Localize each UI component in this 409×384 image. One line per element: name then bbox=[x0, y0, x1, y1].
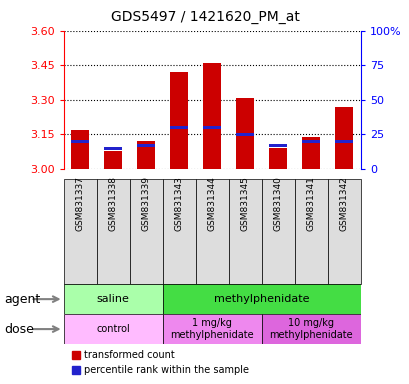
FancyBboxPatch shape bbox=[162, 314, 261, 344]
FancyBboxPatch shape bbox=[162, 284, 360, 314]
Text: GSM831343: GSM831343 bbox=[174, 177, 183, 231]
Text: GSM831344: GSM831344 bbox=[207, 177, 216, 231]
FancyBboxPatch shape bbox=[195, 179, 228, 284]
Text: 10 mg/kg
methylphenidate: 10 mg/kg methylphenidate bbox=[269, 318, 352, 340]
Bar bbox=[301, 140, 319, 143]
FancyBboxPatch shape bbox=[327, 179, 360, 284]
Bar bbox=[335, 140, 353, 143]
Bar bbox=[202, 63, 221, 169]
Text: GSM831342: GSM831342 bbox=[339, 177, 348, 231]
Bar bbox=[268, 148, 287, 169]
Bar bbox=[71, 130, 89, 169]
Text: GSM831340: GSM831340 bbox=[273, 177, 282, 231]
Bar bbox=[268, 144, 287, 147]
FancyBboxPatch shape bbox=[63, 314, 162, 344]
Bar bbox=[236, 133, 254, 136]
FancyBboxPatch shape bbox=[228, 179, 261, 284]
FancyBboxPatch shape bbox=[294, 179, 327, 284]
Text: methylphenidate: methylphenidate bbox=[213, 294, 309, 304]
Text: agent: agent bbox=[4, 293, 40, 306]
FancyBboxPatch shape bbox=[97, 179, 129, 284]
Bar bbox=[104, 147, 122, 150]
Text: control: control bbox=[96, 324, 130, 334]
Text: 1 mg/kg
methylphenidate: 1 mg/kg methylphenidate bbox=[170, 318, 253, 340]
Bar bbox=[170, 126, 188, 129]
Text: GSM831339: GSM831339 bbox=[141, 176, 150, 231]
Legend: transformed count, percentile rank within the sample: transformed count, percentile rank withi… bbox=[68, 346, 252, 379]
Text: GSM831338: GSM831338 bbox=[108, 176, 117, 231]
Text: dose: dose bbox=[4, 323, 34, 336]
FancyBboxPatch shape bbox=[162, 179, 195, 284]
Bar bbox=[137, 144, 155, 147]
Bar bbox=[202, 126, 221, 129]
Bar bbox=[335, 107, 353, 169]
Bar bbox=[137, 141, 155, 169]
Bar bbox=[71, 140, 89, 143]
FancyBboxPatch shape bbox=[129, 179, 162, 284]
FancyBboxPatch shape bbox=[63, 284, 162, 314]
Bar bbox=[170, 72, 188, 169]
Bar bbox=[104, 151, 122, 169]
FancyBboxPatch shape bbox=[63, 179, 97, 284]
FancyBboxPatch shape bbox=[261, 179, 294, 284]
Text: GSM831341: GSM831341 bbox=[306, 177, 315, 231]
Text: GDS5497 / 1421620_PM_at: GDS5497 / 1421620_PM_at bbox=[110, 10, 299, 23]
Bar bbox=[301, 137, 319, 169]
Bar bbox=[236, 98, 254, 169]
Text: GSM831345: GSM831345 bbox=[240, 177, 249, 231]
FancyBboxPatch shape bbox=[261, 314, 360, 344]
Text: saline: saline bbox=[97, 294, 129, 304]
Text: GSM831337: GSM831337 bbox=[75, 176, 84, 231]
